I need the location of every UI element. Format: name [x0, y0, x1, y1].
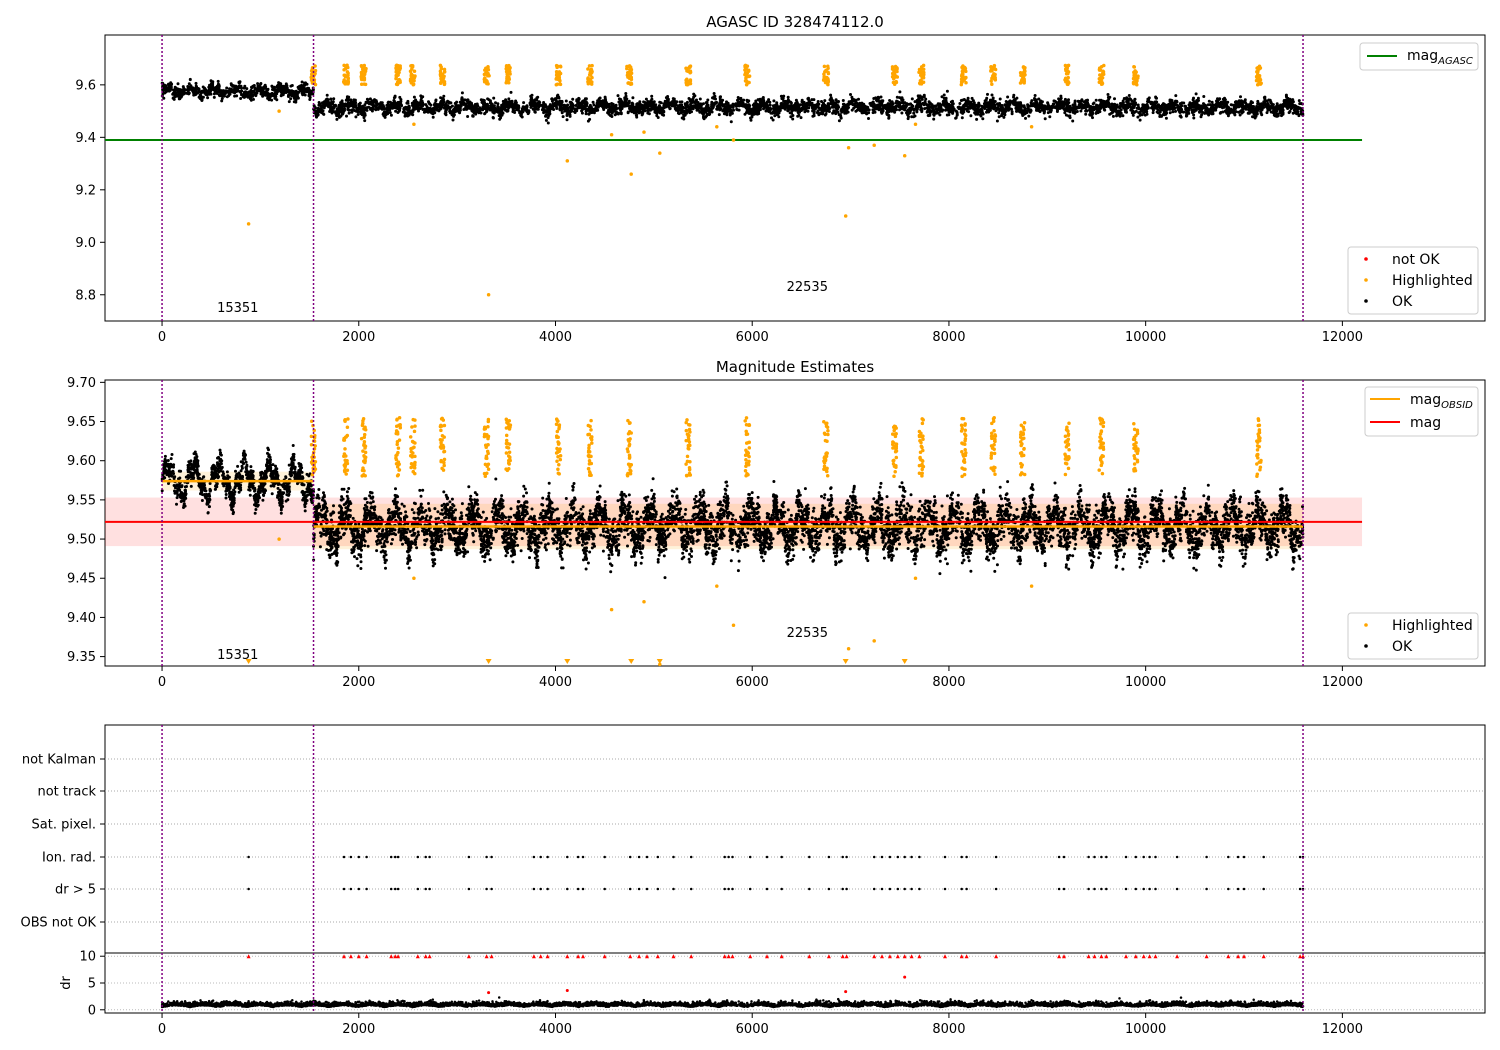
x-tick-label: 8000 [932, 1022, 965, 1037]
flag-row-label: OBS not OK [21, 916, 97, 931]
y-tick-label: 9.35 [67, 650, 96, 665]
x-tick-label: 0 [158, 330, 166, 345]
panel2-plot-area [105, 380, 1363, 667]
x-tick-label: 12000 [1322, 675, 1363, 690]
panel-dr: dr 0 5 10 0 2000 4000 6000 8000 10000 12000 [59, 950, 1486, 1037]
x-tick-label: 12000 [1322, 330, 1363, 345]
y-tick-label: 9.55 [67, 493, 96, 508]
flag-row-label: dr > 5 [55, 883, 96, 898]
below-range-marker [842, 659, 849, 664]
below-range-marker [485, 659, 492, 664]
dr-axis-label: dr [59, 976, 74, 990]
panel-magnitude-estimates: Magnitude Estimates 9.35 9.40 9.45 9.50 9.55… [67, 358, 1486, 690]
y-tick-label: 9.65 [67, 415, 96, 430]
panel4-x-axis: 0 2000 4000 6000 8000 10000 12000 [158, 1013, 1363, 1037]
panel4-plot-area [105, 953, 1485, 1013]
legend-highlighted-2: Highlighted [1392, 618, 1473, 634]
flag-rows: not Kalman not track Sat. pixel. Ion. rad. d… [21, 753, 1485, 931]
legend-not-ok: not OK [1392, 252, 1440, 268]
panel2-legend-bottom: Highlighted OK [1347, 612, 1479, 660]
below-range-marker [245, 659, 252, 664]
panel1-legend-bottom: not OK Highlighted OK [1347, 246, 1479, 315]
obsid-label-15351: 15351 [217, 301, 258, 316]
x-tick-label: 2000 [342, 1022, 375, 1037]
x-tick-label: 0 [158, 1022, 166, 1037]
x-tick-label: 4000 [539, 330, 572, 345]
x-tick-label: 6000 [736, 330, 769, 345]
legend-mag-agasc: magAGASC [1407, 48, 1473, 67]
dr-outlier [565, 989, 569, 992]
below-range-marker [656, 659, 663, 664]
below-range-marker [628, 659, 635, 664]
flag-marks [161, 725, 1305, 953]
y-tick-label: 9.0 [75, 236, 96, 251]
x-tick-label: 4000 [539, 675, 572, 690]
y-tick-label: 9.6 [75, 78, 96, 93]
x-tick-label: 12000 [1322, 1022, 1363, 1037]
below-range-marker [901, 659, 908, 664]
dr-points [160, 975, 1305, 1009]
panel2-title: Magnitude Estimates [716, 358, 874, 376]
legend-ok-2: OK [1392, 639, 1413, 655]
panel1-plot-area [105, 35, 1363, 321]
flag-row-label: not track [37, 785, 96, 800]
y-tick-label: 9.4 [75, 131, 96, 146]
ok-points [160, 444, 1305, 580]
y-tick-label: 9.60 [67, 454, 96, 469]
dr-clipped-markers [246, 954, 1306, 959]
x-tick-label: 6000 [736, 675, 769, 690]
y-tick-label: 5 [88, 977, 96, 992]
y-tick-label: 8.8 [75, 288, 96, 303]
x-tick-label: 8000 [932, 675, 965, 690]
y-tick-label: 0 [88, 1003, 96, 1018]
panel2-frame [104, 379, 1486, 667]
obsid-label-22535-2: 22535 [787, 626, 828, 641]
flag-row-label: Ion. rad. [42, 851, 96, 866]
ok-points [160, 77, 1305, 125]
panel-flags: not Kalman not track Sat. pixel. Ion. rad. d… [21, 724, 1486, 954]
y-tick-label: 9.70 [67, 376, 96, 391]
y-tick-label: 9.40 [67, 611, 96, 626]
below-range-marker [564, 659, 571, 664]
panel2-legend-top: magOBSID mag [1364, 386, 1479, 437]
flag-event-points [247, 855, 1305, 891]
y-tick-label: 9.2 [75, 183, 96, 198]
dr-outlier [844, 990, 848, 994]
panel2-y-axis: 9.35 9.40 9.45 9.50 9.55 9.60 9.65 9.70 [67, 376, 105, 665]
x-tick-label: 10000 [1125, 1022, 1166, 1037]
x-tick-label: 0 [158, 675, 166, 690]
panel1-x-axis: 0 2000 4000 6000 8000 10000 12000 [158, 321, 1363, 345]
obsid-label-22535: 22535 [787, 280, 828, 295]
legend-mag-obsid: magOBSID [1410, 392, 1473, 411]
y-tick-label: 10 [79, 950, 96, 965]
legend-ok: OK [1392, 294, 1413, 310]
y-tick-label: 9.50 [67, 533, 96, 548]
panel1-y-axis: 8.8 9.0 9.2 9.4 9.6 [75, 78, 105, 303]
panel1-title: AGASC ID 328474112.0 [706, 13, 884, 31]
x-tick-label: 10000 [1125, 675, 1166, 690]
x-tick-label: 10000 [1125, 330, 1166, 345]
highlighted-points [277, 415, 1263, 667]
x-tick-label: 2000 [342, 675, 375, 690]
dr-outlier [903, 975, 907, 979]
obsid-label-15351-2: 15351 [217, 648, 258, 663]
legend-mag: mag [1410, 415, 1441, 431]
legend-highlighted: Highlighted [1392, 273, 1473, 289]
x-tick-label: 6000 [736, 1022, 769, 1037]
panel1-legend-top: magAGASC [1359, 42, 1479, 71]
panel4-y-axis: 0 5 10 [79, 950, 105, 1018]
x-tick-label: 8000 [932, 330, 965, 345]
panel2-x-axis: 0 2000 4000 6000 8000 10000 12000 [158, 666, 1363, 690]
x-tick-label: 4000 [539, 1022, 572, 1037]
panel-agasc: AGASC ID 328474112.0 8.8 9.0 9.2 9.4 9.6 0 20… [75, 13, 1486, 345]
panel1-frame [104, 34, 1486, 322]
y-tick-label: 9.45 [67, 572, 96, 587]
highlighted-points [246, 63, 1263, 297]
dr-outlier [487, 991, 491, 995]
flag-row-label: not Kalman [22, 753, 96, 768]
flag-row-label: Sat. pixel. [32, 818, 96, 833]
x-tick-label: 2000 [342, 330, 375, 345]
